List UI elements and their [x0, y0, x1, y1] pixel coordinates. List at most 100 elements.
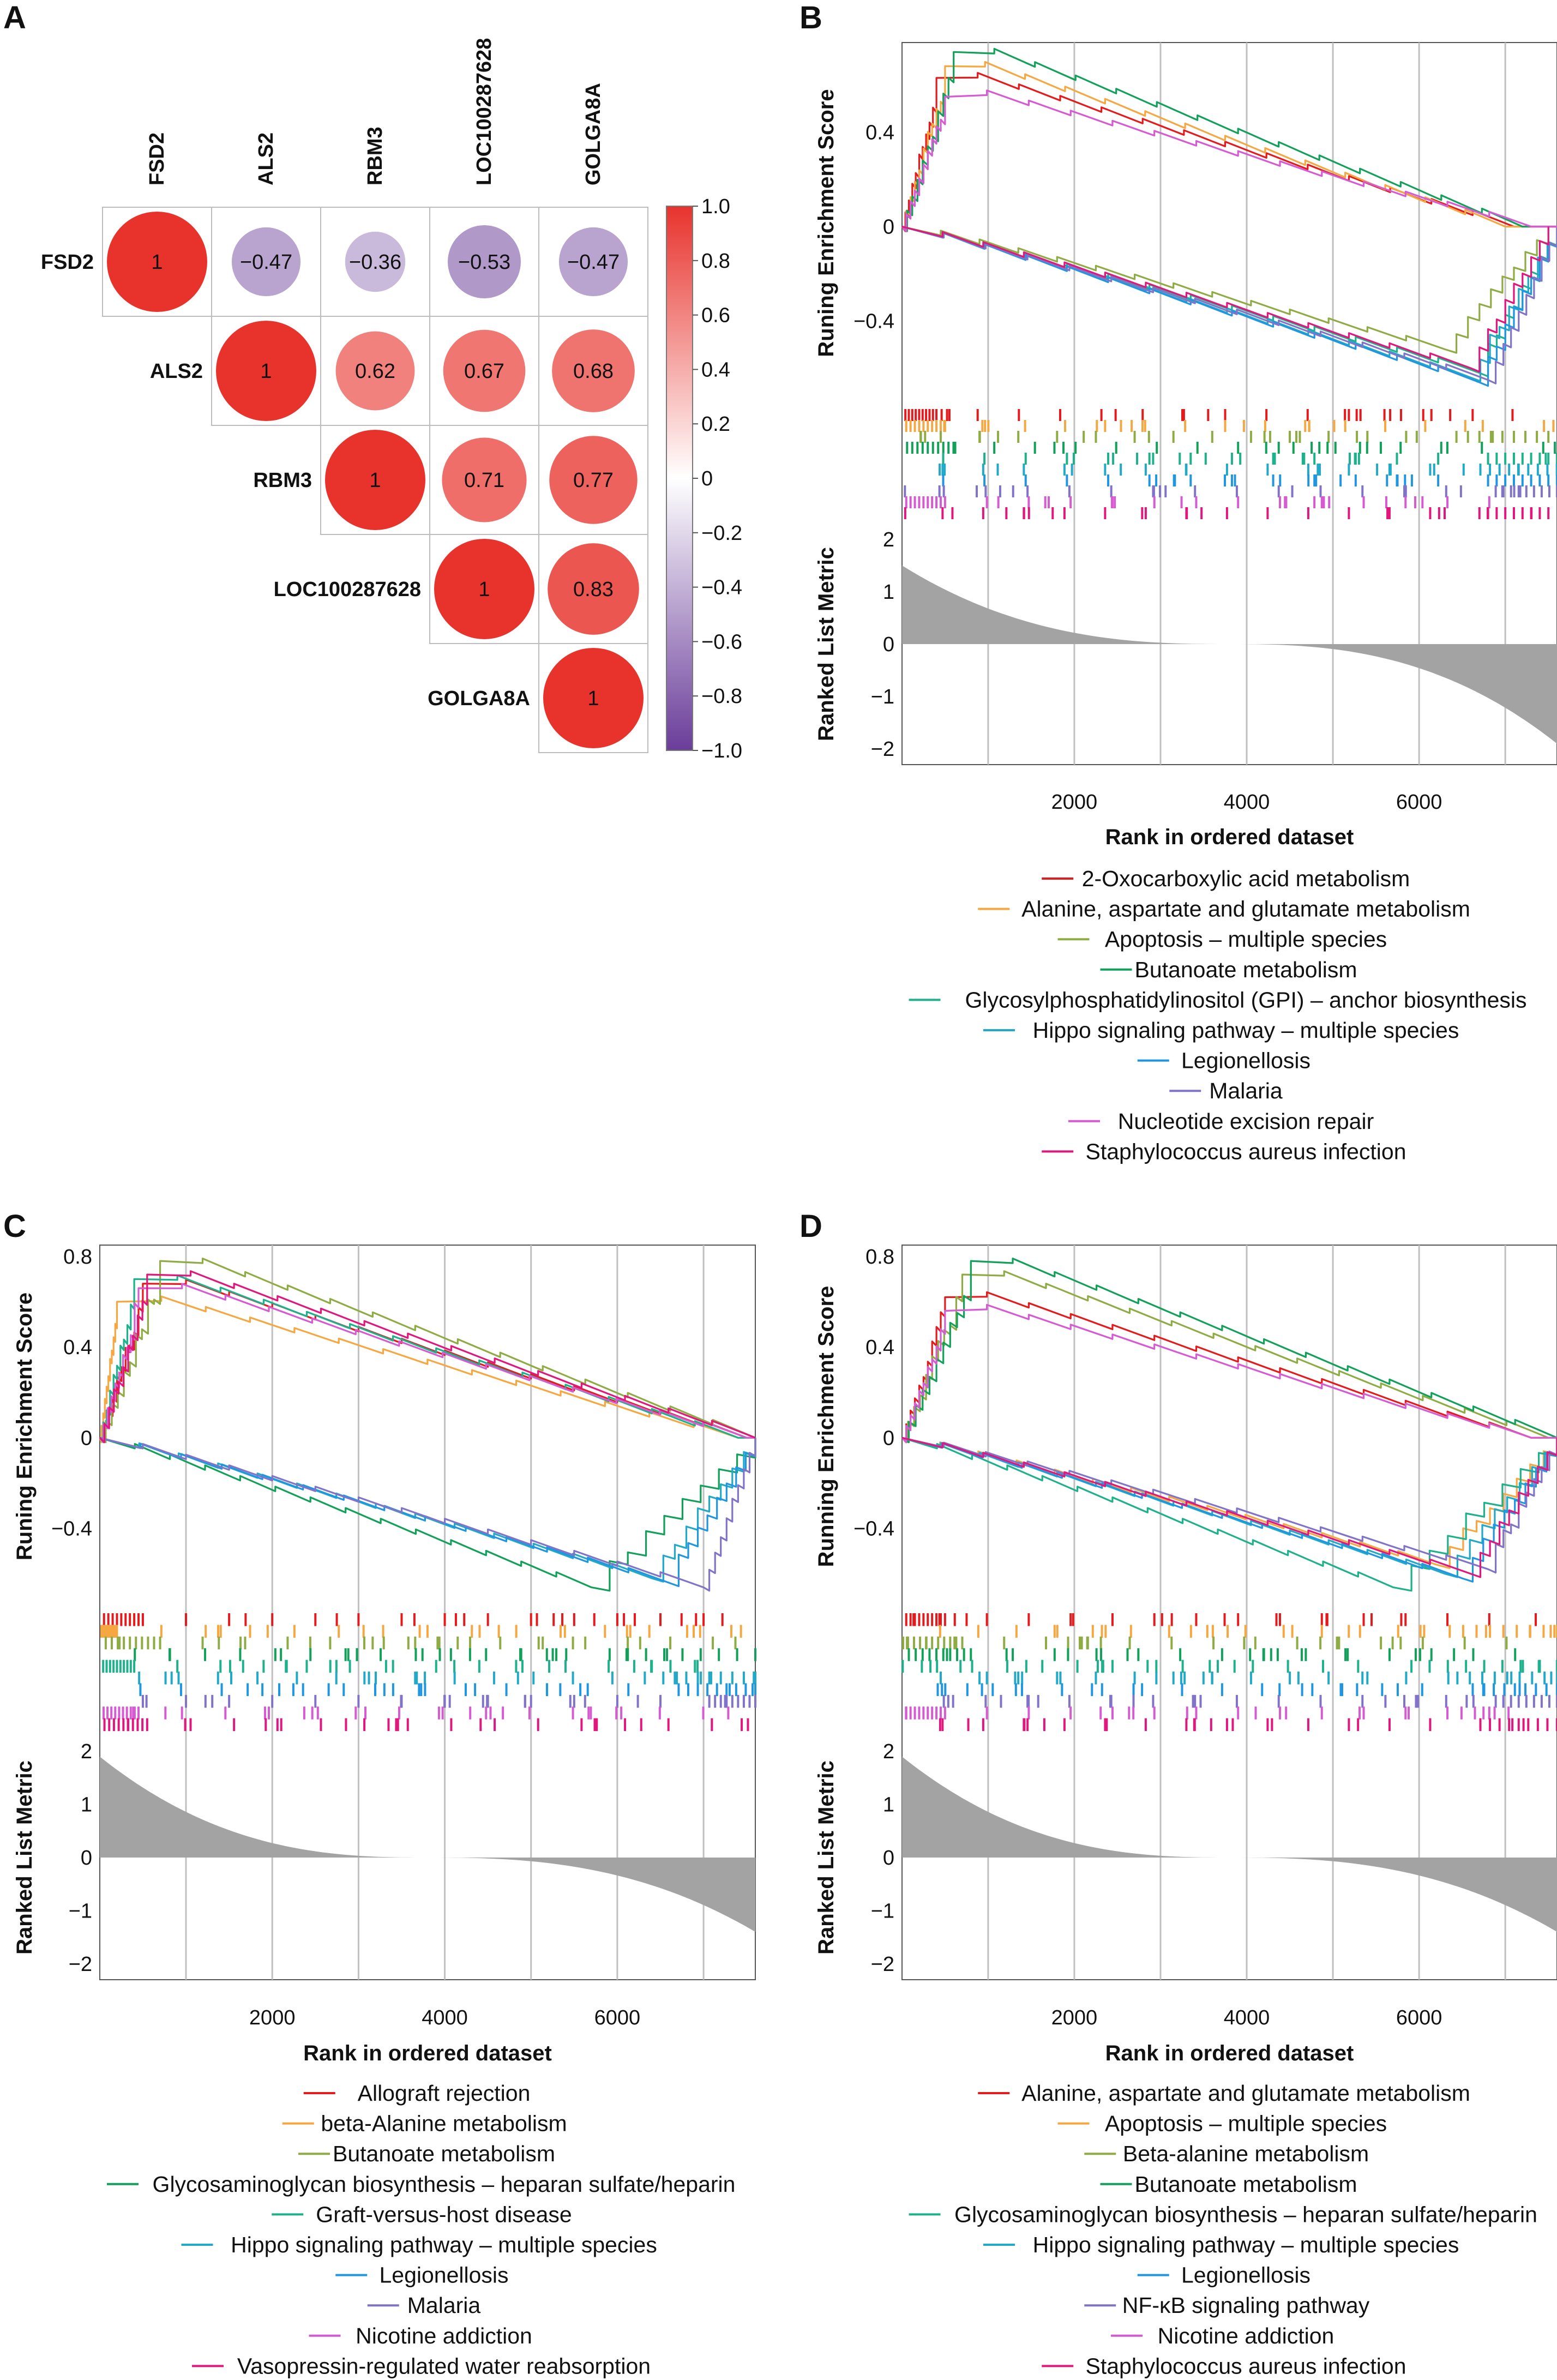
metric-tick-label: 2 [81, 1740, 92, 1763]
correlation-value: 1 [587, 687, 599, 710]
legend-label: Nicotine addiction [1158, 2323, 1334, 2348]
panel-label-d: D [799, 1209, 822, 1244]
legend-label: Graft-versus-host disease [316, 2202, 572, 2227]
legend-label: Apoptosis – multiple species [1105, 927, 1387, 952]
column-label: GOLGA8A [582, 83, 605, 185]
correlation-circle [325, 430, 425, 530]
legend-label: Legionellosis [1181, 1048, 1310, 1073]
es-curve [901, 72, 1557, 232]
correlation-circle [107, 212, 207, 312]
metric-tick-label: 0 [81, 1847, 92, 1870]
es-curve [901, 47, 1557, 232]
x-tick-label: 2000 [1051, 2006, 1098, 2029]
correlation-value: 0.67 [464, 360, 504, 383]
es-tick-label: 0 [883, 215, 894, 238]
correlation-circle [434, 539, 534, 639]
correlation-value: 1 [369, 469, 381, 492]
legend-label: Legionellosis [1181, 2263, 1310, 2288]
metric-tick-label: 0 [883, 1847, 894, 1870]
x-tick-label: 6000 [1396, 2006, 1442, 2029]
metric-tick-label: −1 [871, 686, 894, 708]
column-label: RBM3 [364, 127, 387, 185]
x-tick-label: 4000 [422, 2006, 468, 2029]
correlation-circle [443, 329, 526, 412]
es-tick-label: −0.4 [853, 1518, 894, 1541]
colorbar-tick-label: 0.6 [701, 304, 730, 327]
metric-axis-title: Ranked List Metric [814, 1760, 838, 1955]
legend-label: Staphylococcus aureus infection [1085, 1139, 1406, 1164]
panel-b-gsea-plot: 0.4 0 −0.4 2 1 0 −1 −2 2000 4000 6000 Rank in order… [814, 42, 1557, 1164]
correlation-value: 0.83 [573, 578, 614, 601]
ranked-metric-area [100, 1757, 755, 1932]
es-curve [901, 225, 1549, 354]
metric-axis-title: Ranked List Metric [13, 1760, 37, 1955]
row-label: FSD2 [41, 251, 94, 274]
es-curve [901, 1303, 1557, 1444]
es-curve [901, 225, 1549, 373]
metric-tick-label: 1 [81, 1794, 92, 1817]
correlation-value: 1 [151, 251, 163, 274]
ranked-metric-area [902, 565, 1557, 744]
ranked-metric-area [902, 1757, 1557, 1932]
es-curve [901, 1291, 1557, 1444]
es-tick-label: −0.4 [853, 310, 894, 333]
correlation-circle [548, 543, 639, 635]
metric-tick-label: −2 [871, 1953, 894, 1976]
column-label: FSD2 [146, 133, 169, 185]
legend-label: Nicotine addiction [356, 2323, 532, 2348]
legend-label: Glycosaminoglycan biosynthesis – heparan… [153, 2172, 736, 2197]
legend-label: Glycosylphosphatidylinositol (GPI) – anc… [965, 987, 1526, 1012]
legend-label: Staphylococcus aureus infection [1085, 2353, 1406, 2378]
legend-label: Alanine, aspartate and glutamate metabol… [1021, 897, 1470, 922]
legend-label: Hippo signaling pathway – multiple speci… [231, 2232, 657, 2257]
es-tick-label: 0.8 [63, 1246, 92, 1269]
correlation-value: −0.36 [349, 251, 401, 274]
legend-label: Hippo signaling pathway – multiple speci… [1033, 2232, 1459, 2257]
legend-label: Alanine, aspartate and glutamate metabol… [1021, 2081, 1470, 2106]
x-tick-label: 6000 [594, 2006, 641, 2029]
panel-d-gsea-plot: 0.8 0.4 0 −0.4 2 1 0 −1 −2 2000 4000 6000 Rank in or… [814, 1245, 1557, 2378]
row-label: GOLGA8A [428, 687, 530, 710]
row-label: RBM3 [253, 469, 312, 492]
metric-axis-title: Ranked List Metric [814, 547, 838, 741]
x-axis-title: Rank in ordered dataset [1105, 2041, 1354, 2065]
es-curve [901, 1437, 1557, 1578]
x-tick-label: 2000 [1051, 791, 1098, 814]
es-curve [99, 1437, 756, 1592]
row-label: LOC100287628 [274, 578, 421, 601]
x-axis-title: Rank in ordered dataset [303, 2041, 552, 2065]
metric-tick-label: 2 [883, 1740, 894, 1763]
es-tick-label: 0.4 [865, 121, 894, 144]
legend-label: 2-Oxocarboxylic acid metabolism [1082, 866, 1410, 891]
legend-label: NF-κB signaling pathway [1122, 2293, 1370, 2318]
es-curve [901, 1258, 1557, 1444]
legend-label: Vasopressin-regulated water reabsorption [237, 2353, 651, 2378]
correlation-circle [558, 227, 628, 297]
x-tick-label: 4000 [1224, 2006, 1270, 2029]
colorbar-tick-label: −0.4 [701, 576, 742, 599]
es-curve [901, 61, 1557, 232]
metric-tick-label: −1 [69, 1900, 92, 1922]
panel-label-a: A [3, 0, 26, 35]
correlation-circle [345, 231, 406, 292]
colorbar-tick-label: −1.0 [701, 740, 742, 762]
legend-label: Nucleotide excision repair [1118, 1109, 1374, 1134]
metric-tick-label: −2 [871, 738, 894, 761]
correlation-circle [543, 648, 644, 748]
legend-label: Beta-alanine metabolism [1123, 2141, 1369, 2166]
column-label: ALS2 [255, 133, 278, 185]
correlation-circle [216, 321, 316, 421]
es-curve [99, 1270, 756, 1444]
colorbar-tick-label: 0.2 [701, 413, 730, 436]
legend-label: Glycosaminoglycan biosynthesis – heparan… [954, 2202, 1537, 2227]
correlation-value: 0.62 [355, 360, 395, 383]
colorbar-tick-label: 0.8 [701, 250, 730, 273]
x-tick-label: 2000 [249, 2006, 296, 2029]
correlation-circle [442, 437, 527, 522]
metric-tick-label: −1 [871, 1900, 894, 1922]
metric-tick-label: −2 [69, 1953, 92, 1976]
correlation-circle [549, 436, 638, 524]
es-axis-title: Runing Enrichment Score [13, 1293, 37, 1560]
es-axis-title: Running Enrichment Score [814, 1286, 838, 1567]
es-tick-label: 0 [81, 1427, 92, 1450]
